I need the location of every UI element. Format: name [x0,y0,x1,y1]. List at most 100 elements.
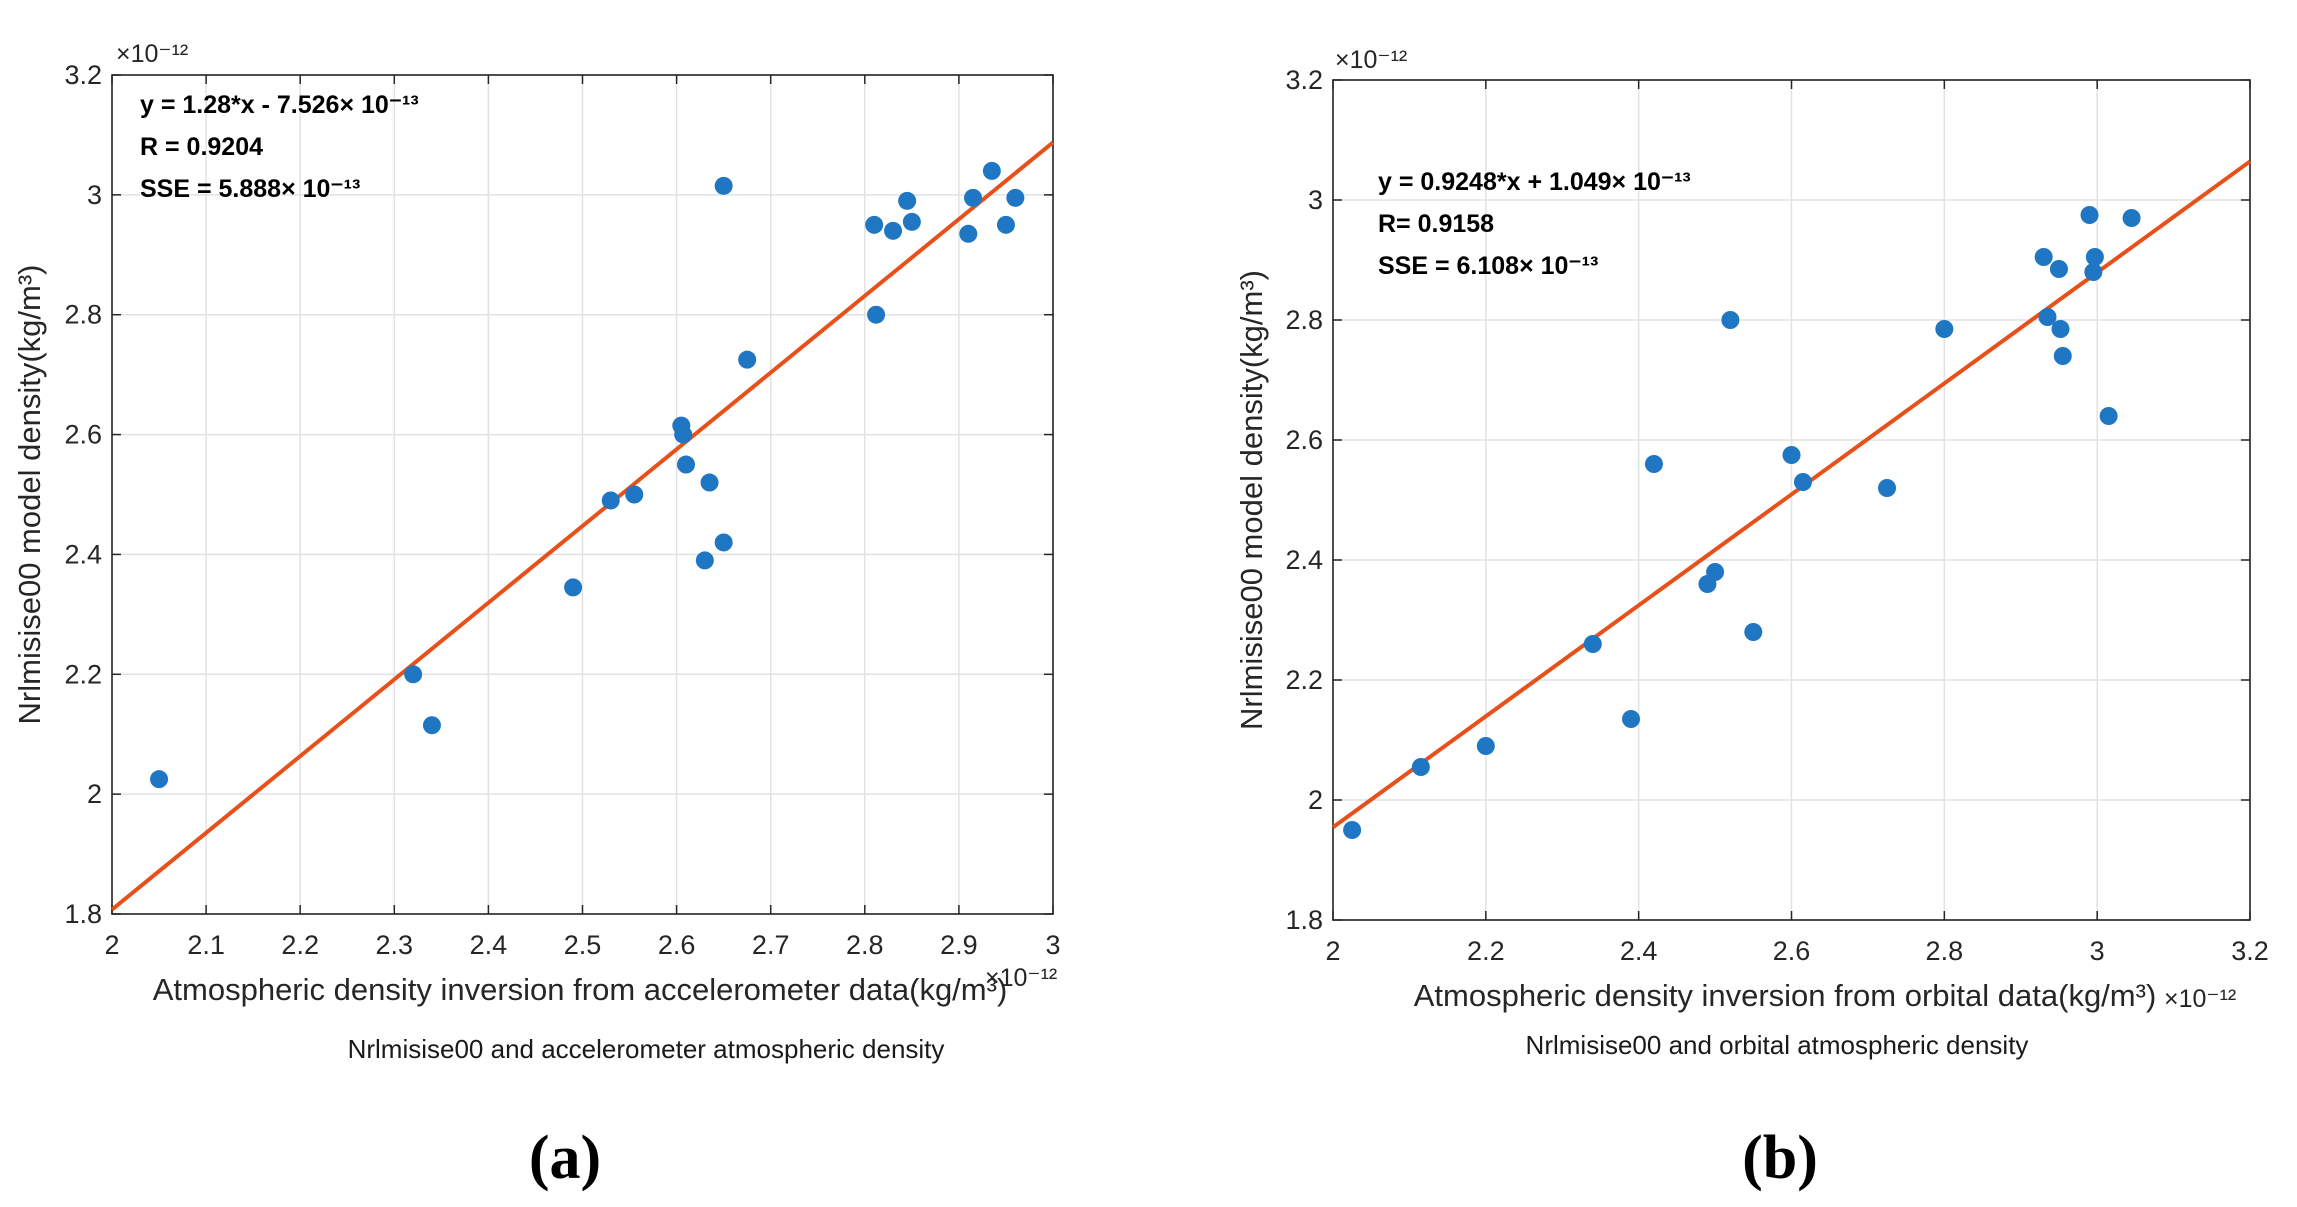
y-axis-label: Nrlmisise00 model density(kg/m³) [12,265,47,725]
y-tick-label: 1.8 [64,899,102,929]
y-tick-label: 2.8 [1285,305,1323,335]
data-point [738,350,757,369]
y-tick-label: 2.8 [64,300,102,330]
y-tick-label: 2.2 [64,659,102,689]
data-point [1343,821,1362,839]
data-point [2034,248,2053,266]
y-axis-label: Nrlmisise00 model density(kg/m³) [1234,270,1269,730]
y-tick-label: 2 [87,779,102,809]
x-tick-label: 2.2 [281,930,319,960]
data-point [1411,758,1430,776]
data-point [865,215,884,234]
data-point [1878,479,1897,497]
data-point [700,473,719,492]
data-point [996,215,1015,234]
data-point [1583,635,1602,653]
data-point [982,161,1001,180]
x-axis-label: Atmospheric density inversion from orbit… [1414,978,2157,1013]
chart-a: 2 2.1 2.2 2.3 2.4 2.5 2.6 2.7 2.8 2.9 31.822.22.42… [12,40,1061,1192]
x-tick-label: 2.6 [1773,936,1811,966]
x-tick-label: 2.9 [940,930,978,960]
data-point [1793,473,1812,491]
data-point [1706,563,1725,581]
data-points [150,161,1025,789]
data-point [1006,188,1025,207]
x-exponent-label: ×10⁻¹² [2164,985,2236,1013]
y-tick-label: 2.2 [1285,665,1323,695]
data-point [898,191,917,210]
annotation-line: SSE = 5.888× 10⁻¹³ [140,175,360,203]
data-point [714,533,733,552]
data-point [625,485,644,504]
x-tick-label: 2.4 [1620,936,1658,966]
data-point [959,224,978,243]
y-tick-label: 1.8 [1285,905,1323,935]
data-point [2038,308,2057,326]
data-point [1622,710,1641,728]
data-point [2049,260,2068,278]
data-point [2080,206,2099,224]
annotation-line: SSE = 6.108× 10⁻¹³ [1378,252,1598,280]
annotation-line: y = 1.28*x - 7.526× 10⁻¹³ [140,91,419,119]
x-axis-label: Atmospheric density inversion from accel… [153,972,1008,1007]
data-point [1721,311,1740,329]
x-tick-label: 2 [104,930,119,960]
annotation-line: R = 0.9204 [140,133,263,161]
fit-line [110,140,1055,912]
x-tick-label: 3.2 [2231,936,2269,966]
x-tick-label: 2.4 [470,930,508,960]
x-tick-label: 2.2 [1467,936,1505,966]
data-point [564,578,583,597]
x-tick-label: 2.1 [187,930,225,960]
data-point [1644,455,1663,473]
data-point [2051,320,2070,338]
y-tick-label: 2.4 [64,539,102,569]
data-point [884,221,903,240]
data-point [404,665,423,684]
x-tick-label: 2.8 [1926,936,1964,966]
chart-caption: Nrlmisise00 and accelerometer atmospheri… [348,1034,945,1064]
panel-label: (b) [1742,1124,1818,1192]
grid-lines [1332,79,2251,921]
data-point [2099,407,2118,425]
annotation-line: y = 0.9248*x + 1.049× 10⁻¹³ [1378,168,1691,196]
x-tick-label: 2.6 [658,930,696,960]
chart-b: 2 2.2 2.4 2.6 2.8 3 3.21.822.22.42.62.833.2×10… [1234,46,2269,1192]
y-tick-label: 2.4 [1285,545,1323,575]
x-tick-label: 3 [1045,930,1060,960]
data-point [1782,446,1801,464]
y-tick-label: 2.6 [64,420,102,450]
data-point [2085,248,2104,266]
x-tick-label: 2.3 [376,930,414,960]
x-tick-label: 3 [2090,936,2105,966]
x-tick-label: 2 [1325,936,1340,966]
y-exponent-label: ×10⁻¹² [1335,46,1407,74]
chart-caption: Nrlmisise00 and orbital atmospheric dens… [1526,1030,2029,1060]
data-point [714,176,733,195]
data-point [964,188,983,207]
panel-label: (a) [529,1124,601,1192]
data-point [674,425,693,444]
data-points [1343,206,2141,839]
data-point [2084,263,2103,281]
y-tick-label: 3 [87,180,102,210]
data-point [1476,737,1495,755]
y-tick-label: 3.2 [64,60,102,90]
data-point [601,491,620,510]
data-point [422,716,441,735]
data-point [150,770,169,789]
data-point [677,455,696,474]
x-exponent-label: ×10⁻¹² [985,964,1057,992]
data-point [902,212,921,231]
x-tick-label: 2.7 [752,930,790,960]
y-tick-label: 2.6 [1285,425,1323,455]
x-tick-label: 2.8 [846,930,884,960]
data-point [867,305,886,324]
data-point [1744,623,1763,641]
y-tick-label: 2 [1308,785,1323,815]
data-point [695,551,714,570]
y-tick-label: 3 [1308,185,1323,215]
y-tick-label: 3.2 [1285,65,1323,95]
